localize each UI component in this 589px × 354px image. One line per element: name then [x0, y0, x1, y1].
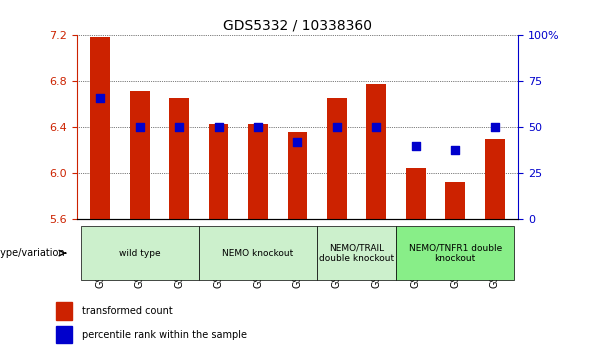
Bar	[485, 139, 505, 219]
Text: transformed count: transformed count	[82, 306, 173, 316]
Bar	[130, 91, 150, 219]
Point	[174, 125, 184, 130]
Bar	[445, 182, 465, 219]
Text: NEMO knockout: NEMO knockout	[223, 249, 294, 258]
Bar	[406, 168, 426, 219]
Text: NEMO/TNFR1 double
knockout: NEMO/TNFR1 double knockout	[409, 244, 502, 263]
Text: genotype/variation: genotype/variation	[0, 248, 65, 258]
Point	[135, 125, 144, 130]
FancyBboxPatch shape	[81, 226, 199, 280]
FancyBboxPatch shape	[199, 226, 317, 280]
Point	[293, 139, 302, 145]
Text: wild type: wild type	[119, 249, 160, 258]
Text: percentile rank within the sample: percentile rank within the sample	[82, 330, 247, 339]
Bar	[366, 84, 386, 219]
Bar	[56, 326, 72, 343]
Title: GDS5332 / 10338360: GDS5332 / 10338360	[223, 19, 372, 33]
Point	[372, 125, 381, 130]
Point	[332, 125, 342, 130]
Point	[490, 125, 499, 130]
Point	[411, 143, 421, 149]
FancyBboxPatch shape	[317, 226, 396, 280]
Bar	[90, 36, 110, 219]
Bar	[287, 132, 307, 219]
Point	[95, 95, 105, 101]
Point	[214, 125, 223, 130]
Bar	[56, 302, 72, 320]
Bar	[209, 124, 229, 219]
Bar	[169, 97, 189, 219]
Text: NEMO/TRAIL
double knockout: NEMO/TRAIL double knockout	[319, 244, 394, 263]
Bar	[248, 124, 268, 219]
Point	[253, 125, 263, 130]
Point	[451, 147, 460, 152]
FancyBboxPatch shape	[396, 226, 514, 280]
Bar	[327, 97, 347, 219]
